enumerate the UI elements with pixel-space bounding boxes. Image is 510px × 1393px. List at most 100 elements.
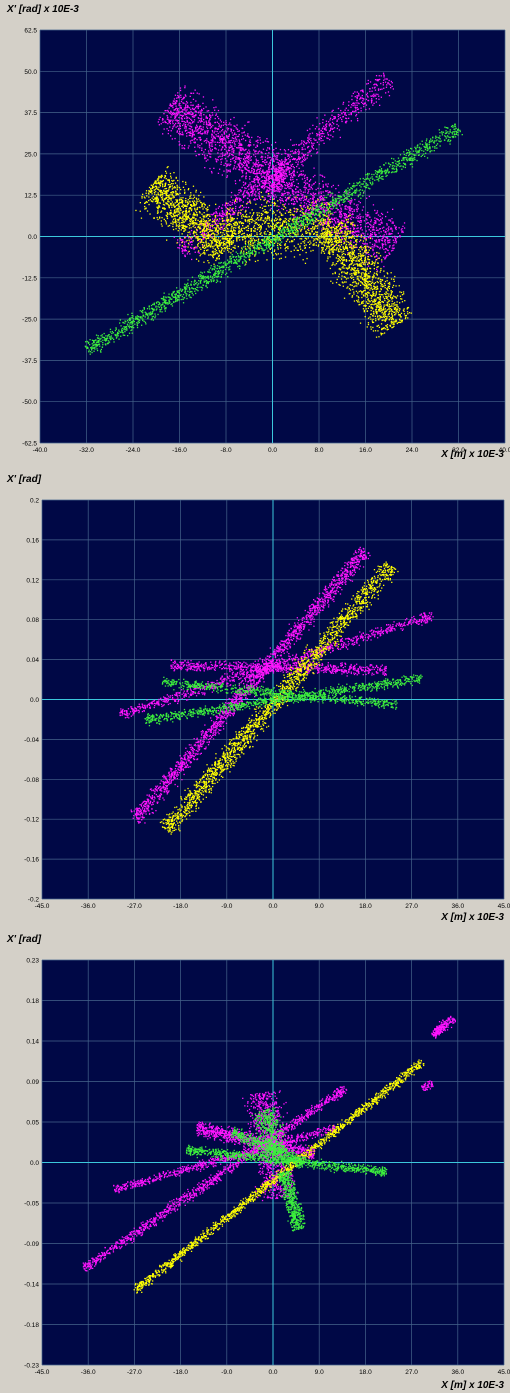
scatter-point bbox=[289, 167, 291, 169]
scatter-point bbox=[289, 178, 292, 181]
scatter-point bbox=[169, 186, 171, 188]
scatter-point bbox=[198, 153, 201, 156]
scatter-point bbox=[185, 125, 187, 128]
scatter-point bbox=[239, 206, 241, 208]
scatter-point bbox=[286, 184, 288, 187]
scatter-point bbox=[312, 202, 314, 204]
scatter-point bbox=[232, 154, 234, 157]
scatter-point bbox=[208, 245, 210, 247]
scatter-point bbox=[279, 182, 281, 184]
scatter-point bbox=[276, 179, 278, 181]
scatter-point bbox=[223, 243, 226, 245]
scatter-point bbox=[371, 229, 374, 231]
scatter-point bbox=[228, 243, 231, 245]
scatter-point bbox=[277, 253, 279, 255]
scatter-point bbox=[214, 237, 216, 239]
scatter-point bbox=[197, 242, 200, 245]
scatter-point bbox=[275, 223, 277, 225]
scatter-point bbox=[392, 249, 394, 251]
scatter-point bbox=[230, 216, 233, 219]
scatter-point bbox=[321, 224, 323, 226]
scatter-point bbox=[279, 172, 281, 174]
scatter-point bbox=[271, 225, 273, 228]
scatter-point bbox=[233, 142, 235, 144]
scatter-point bbox=[180, 221, 183, 224]
scatter-point bbox=[365, 108, 367, 111]
scatter-point bbox=[388, 226, 390, 228]
scatter-point bbox=[214, 136, 216, 138]
scatter-point bbox=[203, 212, 205, 214]
scatter-point bbox=[281, 164, 283, 167]
scatter-point bbox=[331, 226, 333, 228]
scatter-point bbox=[224, 130, 226, 132]
scatter-point bbox=[286, 191, 288, 194]
scatter-point bbox=[184, 94, 186, 96]
scatter-point bbox=[184, 192, 186, 194]
scatter-point bbox=[187, 242, 190, 244]
scatter-point bbox=[375, 240, 377, 242]
scatter-point bbox=[159, 185, 162, 187]
scatter-point bbox=[164, 120, 166, 122]
scatter-point bbox=[334, 116, 336, 118]
scatter-point bbox=[230, 139, 233, 142]
scatter-point bbox=[162, 118, 164, 120]
scatter-point bbox=[387, 91, 390, 93]
scatter-point bbox=[241, 170, 243, 172]
scatter-point bbox=[343, 226, 345, 229]
scatter-point bbox=[161, 180, 163, 182]
scatter-point bbox=[226, 218, 228, 220]
scatter-point bbox=[318, 138, 321, 140]
scatter-point bbox=[167, 195, 170, 197]
scatter-point bbox=[328, 247, 330, 249]
scatter-point bbox=[263, 176, 266, 178]
scatter-point bbox=[322, 131, 324, 133]
scatter-point bbox=[279, 163, 281, 165]
scatter-point bbox=[326, 247, 328, 249]
scatter-point bbox=[254, 188, 256, 190]
scatter-point bbox=[211, 148, 213, 151]
scatter-point bbox=[376, 79, 378, 81]
scatter-point bbox=[292, 232, 295, 234]
scatter-point bbox=[309, 193, 312, 195]
scatter-point bbox=[316, 231, 318, 234]
scatter-point bbox=[185, 250, 187, 252]
scatter-point bbox=[204, 225, 207, 227]
scatter-point bbox=[380, 218, 382, 220]
scatter-point bbox=[285, 182, 288, 184]
scatter-point bbox=[168, 112, 170, 114]
scatter-point bbox=[197, 146, 199, 148]
scatter-point bbox=[304, 199, 306, 201]
scatter-point bbox=[187, 231, 189, 234]
scatter-point bbox=[220, 252, 222, 254]
scatter-point bbox=[263, 184, 265, 187]
scatter-point bbox=[273, 168, 275, 170]
scatter-point bbox=[260, 180, 263, 182]
scatter-point bbox=[367, 99, 369, 102]
scatter-point bbox=[189, 207, 191, 209]
scatter-point bbox=[359, 228, 362, 230]
scatter-point bbox=[248, 171, 250, 173]
scatter-point bbox=[325, 203, 327, 205]
scatter-point bbox=[188, 134, 190, 137]
scatter-point bbox=[389, 84, 391, 86]
scatter-point bbox=[365, 98, 368, 100]
scatter-point bbox=[228, 133, 230, 136]
scatter-point bbox=[178, 128, 180, 130]
scatter-point bbox=[203, 121, 205, 123]
scatter-point bbox=[232, 250, 234, 252]
scatter-point bbox=[217, 152, 219, 154]
scatter-point bbox=[321, 197, 324, 199]
scatter-point bbox=[194, 221, 196, 224]
scatter-point bbox=[244, 153, 247, 156]
scatter-point bbox=[200, 120, 202, 122]
scatter-point bbox=[172, 103, 175, 105]
scatter-point bbox=[401, 228, 403, 230]
scatter-point bbox=[155, 198, 157, 200]
scatter-point bbox=[196, 247, 198, 249]
scatter-point bbox=[377, 93, 379, 96]
scatter-point bbox=[190, 134, 192, 137]
scatter-point bbox=[305, 183, 307, 185]
scatter-point bbox=[323, 125, 325, 127]
scatter-point bbox=[185, 201, 187, 203]
scatter-point bbox=[364, 242, 366, 245]
